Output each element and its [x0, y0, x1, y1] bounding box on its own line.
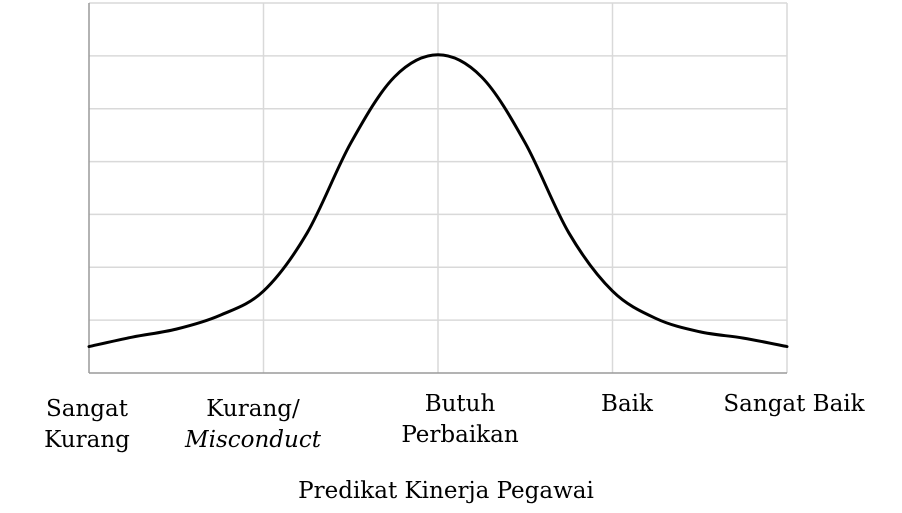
axes — [88, 3, 787, 374]
category-label-line1: Baik — [601, 391, 653, 417]
category-label-line1: Sangat — [46, 396, 128, 422]
category-label: Sangat Baik — [723, 389, 864, 420]
category-label-line2: Perbaikan — [401, 422, 519, 448]
grid — [89, 2, 788, 373]
category-label-line2: Misconduct — [185, 427, 321, 453]
distribution-curve — [87, 53, 789, 349]
category-label: Sangat Kurang — [44, 394, 130, 456]
category-label: Kurang/Misconduct — [185, 394, 321, 456]
category-label-line1: Kurang/ — [206, 396, 300, 422]
category-label-line1: Sangat Baik — [723, 391, 865, 417]
category-label: Butuh Perbaikan — [401, 389, 518, 451]
category-label-line2: Kurang — [44, 427, 130, 453]
x-axis-label: Predikat Kinerja Pegawai — [298, 478, 594, 504]
category-label: Baik — [601, 389, 653, 420]
category-label-line1: Butuh — [424, 391, 496, 417]
